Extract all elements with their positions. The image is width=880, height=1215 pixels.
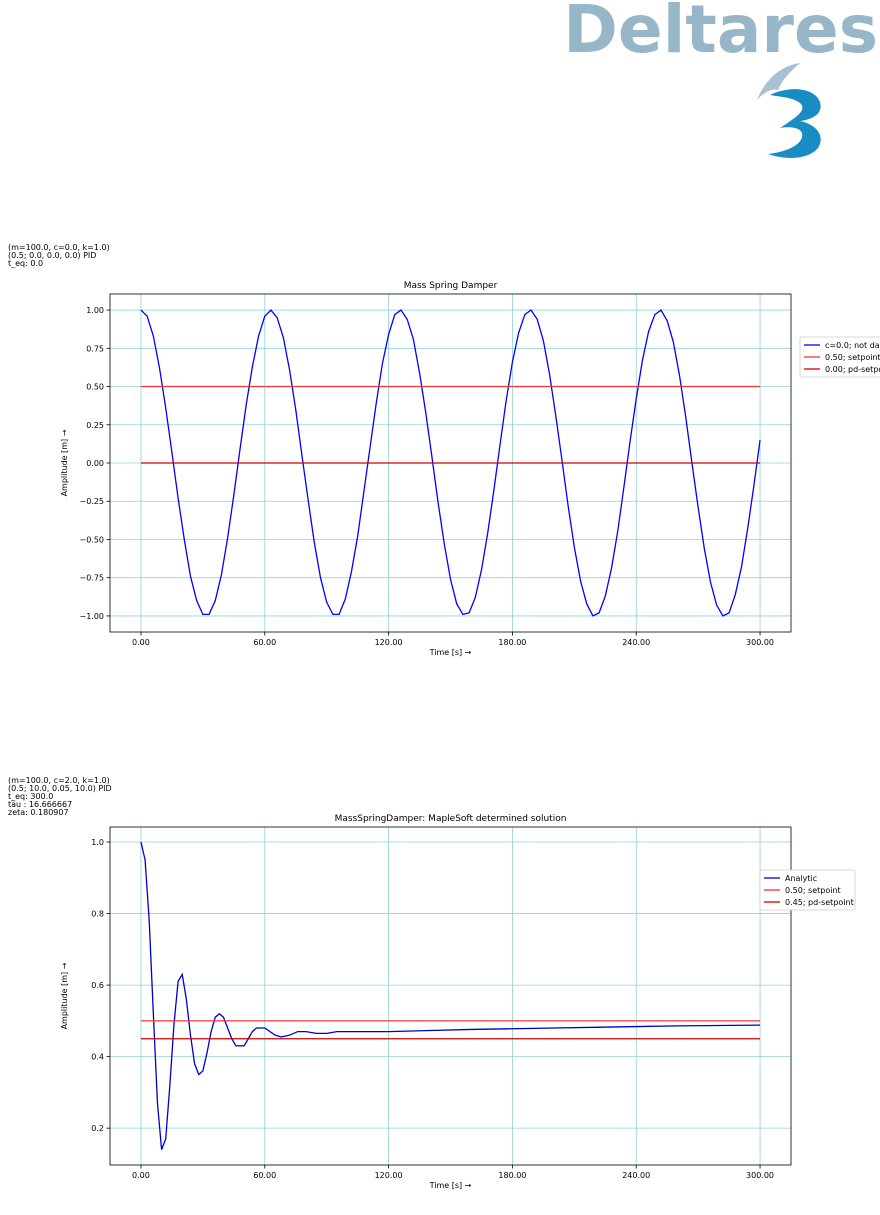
y-tick-label: −1.00 <box>79 612 104 621</box>
legend-box <box>799 336 880 378</box>
x-axis-label: Time [s] → <box>429 648 472 657</box>
annotation: (0.5; 10.0, 0.05, 10.0) PID <box>8 784 112 793</box>
legend-label: 0.45; pd-setpoint <box>785 898 854 907</box>
x-axis-label: Time [s] → <box>429 1181 472 1190</box>
y-axis-label: Amplitude [m] → <box>60 429 69 496</box>
logo-mark <box>768 89 821 158</box>
annotation: t_eq: 300.0 <box>8 792 53 801</box>
x-tick-label: 180.00 <box>498 638 526 647</box>
chart-title: Mass Spring Damper <box>404 281 498 291</box>
legend-label: 0.00; pd-setpoint <box>825 365 880 374</box>
y-axis-label: Amplitude [m] → <box>60 962 69 1029</box>
annotation: (0.5; 0.0, 0.0, 0.0) PID <box>8 251 96 260</box>
annotation: (m=100.0, c=2.0, k=1.0) <box>8 776 110 785</box>
y-tick-label: 0.75 <box>86 344 104 353</box>
plot-frame <box>109 293 792 633</box>
x-tick-label: 120.00 <box>375 1171 403 1180</box>
y-tick-label: 0.50 <box>86 383 104 392</box>
logo-swoosh <box>757 63 800 100</box>
x-tick-label: 0.00 <box>132 638 150 647</box>
y-tick-label: 1.0 <box>91 838 104 847</box>
annotation: tau : 16.666667 <box>8 800 72 809</box>
annotation: (m=100.0, c=0.0, k=1.0) <box>8 243 110 252</box>
x-tick-label: 240.00 <box>622 1171 650 1180</box>
legend-label: c=0.0; not damped <box>825 341 880 350</box>
y-tick-label: 0.2 <box>91 1124 104 1133</box>
y-tick-label: 0.6 <box>91 981 104 990</box>
y-tick-label: 0.4 <box>91 1053 104 1062</box>
series-line <box>140 841 761 1150</box>
legend-label: 0.50; setpoint <box>825 353 880 362</box>
y-tick-label: 0.00 <box>86 459 104 468</box>
x-tick-label: 60.00 <box>253 638 276 647</box>
y-tick-label: 0.8 <box>91 910 104 919</box>
x-tick-label: 240.00 <box>622 638 650 647</box>
y-tick-label: −0.75 <box>79 574 104 583</box>
logo-text: Deltares <box>563 0 878 68</box>
legend-label: 0.50; setpoint <box>785 886 841 895</box>
y-tick-label: 0.25 <box>86 421 104 430</box>
annotation: t_eq: 0.0 <box>8 259 43 268</box>
x-tick-label: 60.00 <box>253 1171 276 1180</box>
legend-label: Analytic <box>785 874 817 883</box>
series-line <box>140 309 761 617</box>
x-tick-label: 300.00 <box>746 638 774 647</box>
x-tick-label: 300.00 <box>746 1171 774 1180</box>
x-tick-label: 120.00 <box>375 638 403 647</box>
plot-frame <box>109 826 792 1166</box>
x-tick-label: 0.00 <box>132 1171 150 1180</box>
annotation: zeta: 0.180907 <box>8 808 69 817</box>
legend-box <box>759 869 856 911</box>
x-tick-label: 180.00 <box>498 1171 526 1180</box>
y-tick-label: 1.00 <box>86 306 104 315</box>
y-tick-label: −0.50 <box>79 535 104 544</box>
chart-title: MassSpringDamper: MapleSoft determined s… <box>335 814 567 824</box>
y-tick-label: −0.25 <box>79 497 104 506</box>
